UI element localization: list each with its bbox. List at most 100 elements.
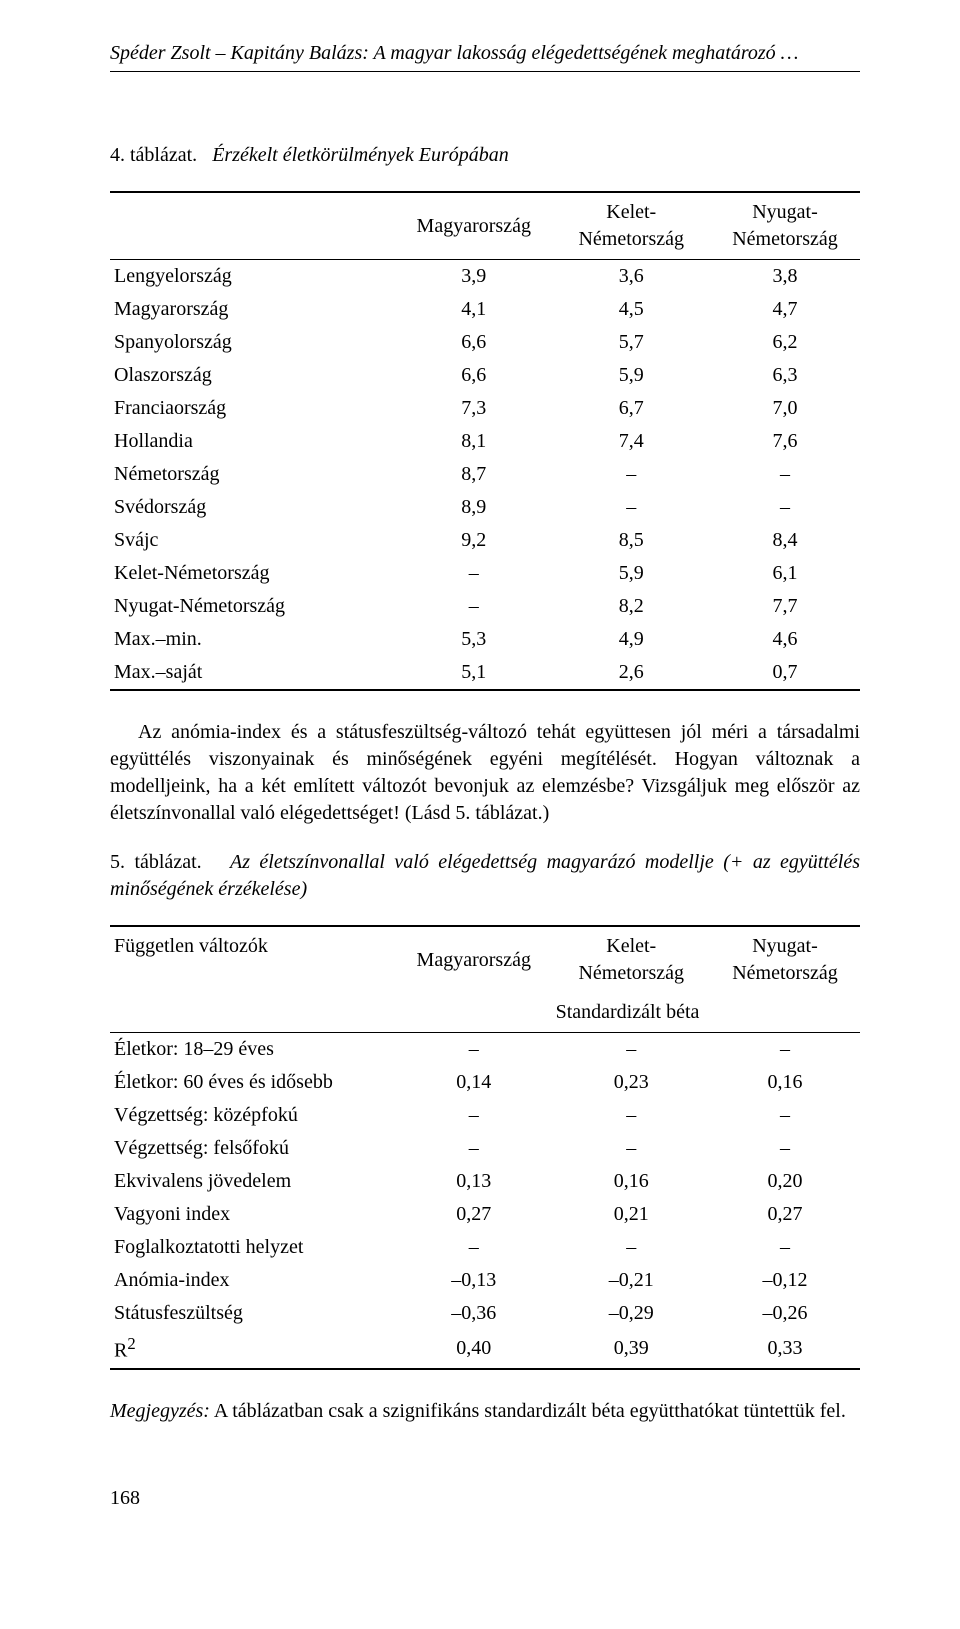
row-value: 5,9	[553, 557, 711, 590]
note-label: Megjegyzés:	[110, 1400, 210, 1422]
row-label: Végzettség: középfokú	[110, 1099, 395, 1132]
table5-head-hungary: Magyarország	[395, 926, 553, 993]
row-value: –	[395, 557, 553, 590]
row-label: Franciaország	[110, 392, 395, 425]
row-value: 6,6	[395, 326, 553, 359]
row-value: 0,20	[710, 1165, 860, 1198]
row-label: Svédország	[110, 491, 395, 524]
table-row: Svájc9,28,58,4	[110, 524, 860, 557]
row-value: –	[395, 1132, 553, 1165]
table-row: Végzettség: középfokú–––	[110, 1099, 860, 1132]
row-value: –	[710, 491, 860, 524]
table-row: Max.–min.5,34,94,6	[110, 623, 860, 656]
row-label: Spanyolország	[110, 326, 395, 359]
row-value: 0,27	[710, 1198, 860, 1231]
row-value: 3,8	[710, 260, 860, 294]
row-value: 0,16	[710, 1066, 860, 1099]
row-value: 8,1	[395, 425, 553, 458]
table4-head-empty	[110, 192, 395, 260]
row-label: Kelet-Németország	[110, 557, 395, 590]
table5-note: Megjegyzés: A táblázatban csak a szignif…	[110, 1398, 860, 1425]
row-value: 8,5	[553, 524, 711, 557]
table5-header-row1: Független változók Magyarország Kelet- N…	[110, 926, 860, 993]
row-label: Németország	[110, 458, 395, 491]
row-value: –	[710, 458, 860, 491]
row-value: –	[395, 1099, 553, 1132]
table-row: Nyugat-Németország–8,27,7	[110, 590, 860, 623]
table-row: R20,400,390,33	[110, 1330, 860, 1369]
table-row: Franciaország7,36,77,0	[110, 392, 860, 425]
row-value: –	[553, 1231, 711, 1264]
row-value: 7,0	[710, 392, 860, 425]
table-row: Lengyelország3,93,63,8	[110, 260, 860, 294]
row-value: 0,14	[395, 1066, 553, 1099]
page-number: 168	[110, 1485, 860, 1512]
row-value: 0,7	[710, 656, 860, 690]
table-row: Foglalkoztatotti helyzet–––	[110, 1231, 860, 1264]
table5: Független változók Magyarország Kelet- N…	[110, 925, 860, 1370]
row-value: –	[395, 1231, 553, 1264]
table5-head-east: Kelet- Németország	[553, 926, 711, 993]
table-row: Státusfeszültség–0,36–0,29–0,26	[110, 1297, 860, 1330]
row-value: –	[395, 1033, 553, 1067]
row-value: 0,39	[553, 1330, 711, 1369]
row-value: 9,2	[395, 524, 553, 557]
row-value: –	[710, 1231, 860, 1264]
table4-header-row: Magyarország Kelet- Németország Nyugat- …	[110, 192, 860, 260]
row-value: 8,9	[395, 491, 553, 524]
table5-head-west: Nyugat- Németország	[710, 926, 860, 993]
table-row: Kelet-Németország–5,96,1	[110, 557, 860, 590]
table-row: Max.–saját5,12,60,7	[110, 656, 860, 690]
row-label: Hollandia	[110, 425, 395, 458]
row-value: 0,33	[710, 1330, 860, 1369]
table-row: Anómia-index–0,13–0,21–0,12	[110, 1264, 860, 1297]
table-row: Vagyoni index0,270,210,27	[110, 1198, 860, 1231]
body-paragraph: Az anómia-index és a státusfeszültség-vá…	[110, 719, 860, 827]
table5-head-vars: Független változók	[110, 926, 395, 1033]
row-value: 7,7	[710, 590, 860, 623]
row-value: –	[710, 1132, 860, 1165]
row-value: 8,7	[395, 458, 553, 491]
row-value: –0,13	[395, 1264, 553, 1297]
table4-head-west: Nyugat- Németország	[710, 192, 860, 260]
table-row: Végzettség: felsőfokú–––	[110, 1132, 860, 1165]
row-value: 5,3	[395, 623, 553, 656]
row-value: 6,2	[710, 326, 860, 359]
row-value: –0,21	[553, 1264, 711, 1297]
row-value: 7,3	[395, 392, 553, 425]
row-label: Státusfeszültség	[110, 1297, 395, 1330]
row-value: 5,7	[553, 326, 711, 359]
row-value: 6,6	[395, 359, 553, 392]
row-value: 0,16	[553, 1165, 711, 1198]
row-value: 4,9	[553, 623, 711, 656]
row-value: 7,6	[710, 425, 860, 458]
table5-caption-title: Az életszínvonallal való elégedettség ma…	[110, 851, 860, 900]
table5-caption-number: 5. táblázat.	[110, 851, 202, 873]
row-label: Magyarország	[110, 293, 395, 326]
table-row: Ekvivalens jövedelem0,130,160,20	[110, 1165, 860, 1198]
table5-caption: 5. táblázat. Az életszínvonallal való el…	[110, 849, 860, 903]
table-row: Németország8,7––	[110, 458, 860, 491]
row-value: –	[710, 1099, 860, 1132]
note-text: A táblázatban csak a szignifikáns standa…	[210, 1400, 846, 1422]
row-value: 2,6	[553, 656, 711, 690]
row-value: –0,29	[553, 1297, 711, 1330]
row-value: 7,4	[553, 425, 711, 458]
table-row: Hollandia8,17,47,6	[110, 425, 860, 458]
row-label: Lengyelország	[110, 260, 395, 294]
row-value: 6,3	[710, 359, 860, 392]
row-value: –0,36	[395, 1297, 553, 1330]
table-row: Spanyolország6,65,76,2	[110, 326, 860, 359]
table-row: Életkor: 60 éves és idősebb0,140,230,16	[110, 1066, 860, 1099]
table4: Magyarország Kelet- Németország Nyugat- …	[110, 191, 860, 691]
row-label: Nyugat-Németország	[110, 590, 395, 623]
table-row: Svédország8,9––	[110, 491, 860, 524]
table-row: Életkor: 18–29 éves–––	[110, 1033, 860, 1067]
row-value: 3,9	[395, 260, 553, 294]
row-value: 6,7	[553, 392, 711, 425]
row-label: Foglalkoztatotti helyzet	[110, 1231, 395, 1264]
running-head: Spéder Zsolt – Kapitány Balázs: A magyar…	[110, 40, 860, 72]
row-value: 0,21	[553, 1198, 711, 1231]
row-value: 0,13	[395, 1165, 553, 1198]
row-label: R2	[110, 1330, 395, 1369]
